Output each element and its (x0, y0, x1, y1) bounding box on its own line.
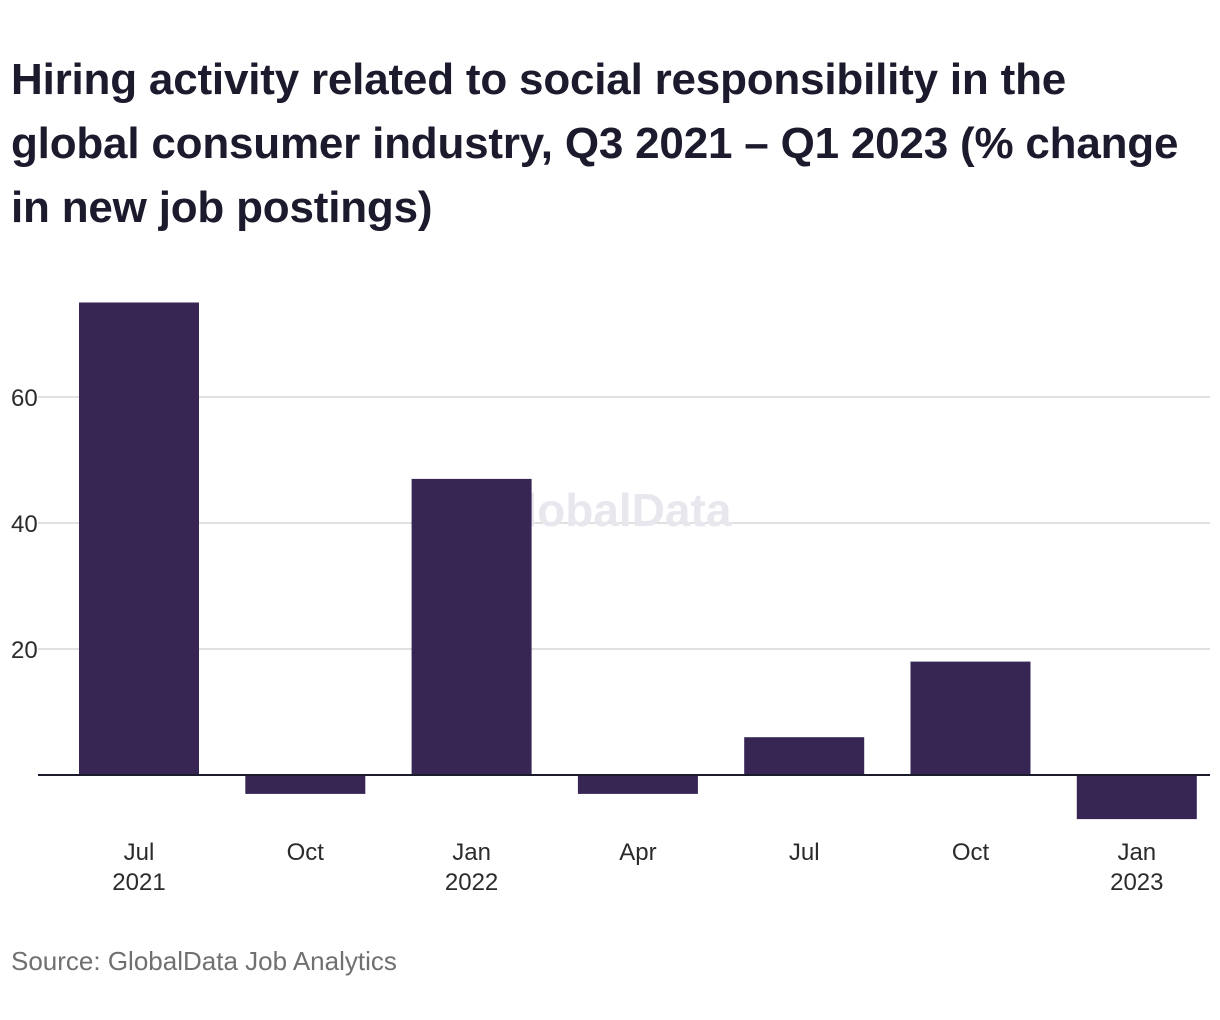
y-tick-label: 60 (11, 385, 38, 412)
bar (577, 775, 698, 794)
x-tick-label: Jan (452, 839, 491, 866)
y-tick-label: 40 (11, 511, 38, 538)
x-tick-label: Oct (287, 839, 325, 866)
gridlines (38, 396, 1210, 650)
x-tick-label: 2023 (1110, 869, 1163, 896)
source-note: Source: GlobalData Job Analytics (11, 946, 397, 976)
x-tick-label: Apr (619, 839, 656, 866)
chart-title: Hiring activity related to social respon… (11, 55, 1179, 232)
x-axis-tick-labels: Jul 2021 Oct Jan 2022 Apr Jul Oct Jan 2023 (112, 839, 1163, 896)
y-tick-label: 20 (11, 637, 38, 664)
bar (245, 775, 366, 794)
y-axis-tick-labels: 20 40 60 (11, 385, 38, 664)
x-tick-label: Jan (1117, 839, 1156, 866)
x-tick-label: Jul (789, 839, 820, 866)
bars (79, 302, 1197, 820)
x-tick-label: Oct (952, 839, 990, 866)
x-tick-label: 2021 (112, 869, 165, 896)
bar (411, 478, 532, 775)
bar (910, 661, 1031, 775)
bar (79, 302, 199, 775)
bar (1076, 775, 1197, 820)
bar (744, 737, 865, 775)
x-tick-label: 2022 (445, 869, 498, 896)
x-tick-label: Jul (124, 839, 155, 866)
